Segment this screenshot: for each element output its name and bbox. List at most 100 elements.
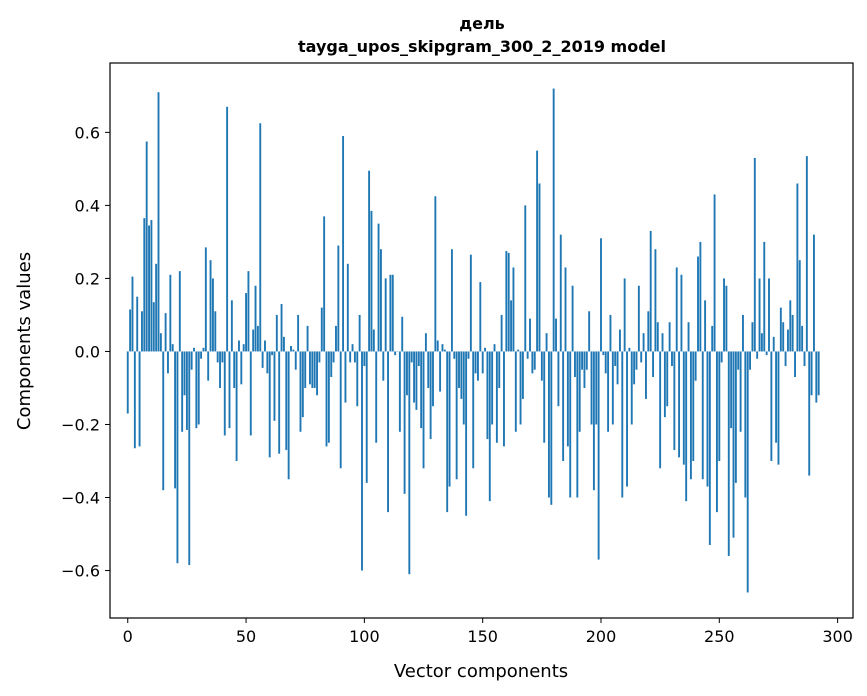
- bar: [282, 336, 285, 352]
- bar: [718, 351, 721, 461]
- bar: [240, 351, 243, 385]
- bar: [458, 351, 460, 388]
- bar: [486, 351, 489, 440]
- bar: [450, 249, 453, 352]
- bar: [318, 351, 321, 363]
- bar: [181, 351, 184, 432]
- bar: [294, 351, 297, 370]
- bar: [148, 225, 150, 352]
- bar: [583, 351, 586, 388]
- bar: [138, 351, 141, 447]
- bar: [290, 345, 292, 352]
- bar: [701, 351, 704, 480]
- bar: [592, 351, 595, 491]
- bar: [126, 351, 129, 414]
- bar: [185, 351, 188, 430]
- bar: [200, 351, 203, 359]
- bar: [443, 349, 446, 352]
- bar: [245, 293, 247, 352]
- bar: [370, 210, 373, 352]
- bar: [694, 351, 697, 381]
- bar: [647, 311, 650, 352]
- bar: [566, 351, 569, 447]
- bar: [481, 351, 484, 374]
- bar: [801, 325, 804, 352]
- bar: [805, 156, 808, 352]
- bar: [280, 303, 283, 352]
- bar: [538, 183, 541, 352]
- bar: [335, 325, 337, 352]
- bar: [415, 351, 418, 410]
- bar: [327, 351, 330, 443]
- bar: [521, 351, 524, 399]
- bar: [472, 351, 475, 469]
- bar: [784, 351, 787, 367]
- bar: [434, 196, 437, 352]
- bar: [207, 351, 210, 381]
- bar: [233, 351, 236, 388]
- bar: [578, 351, 581, 432]
- bar: [183, 351, 186, 396]
- bar: [813, 234, 815, 352]
- bar: [626, 351, 628, 487]
- bar: [484, 347, 486, 352]
- bar: [455, 351, 458, 480]
- bar: [791, 314, 794, 352]
- bar: [439, 351, 442, 392]
- bar: [597, 351, 600, 560]
- bar: [630, 351, 633, 425]
- bar: [309, 351, 311, 385]
- bar: [633, 351, 636, 385]
- bar: [685, 351, 688, 502]
- bar: [550, 351, 553, 505]
- bar: [732, 351, 735, 538]
- bar: [422, 351, 425, 469]
- bar: [623, 278, 626, 352]
- plot-frame: [109, 62, 854, 619]
- bar: [545, 333, 548, 352]
- bar: [365, 351, 368, 483]
- bar: [715, 351, 718, 513]
- bar: [763, 241, 766, 352]
- bar: [261, 351, 264, 368]
- bar: [420, 351, 423, 429]
- bar: [446, 351, 449, 513]
- bar: [356, 351, 359, 407]
- bar: [178, 271, 181, 352]
- bar: [782, 322, 785, 352]
- bar: [316, 351, 318, 396]
- bar: [271, 351, 274, 356]
- bar: [794, 351, 796, 378]
- bar: [330, 351, 333, 378]
- bar: [581, 351, 584, 370]
- bar: [621, 351, 624, 498]
- bar: [628, 347, 631, 352]
- bar: [668, 322, 671, 352]
- bar: [500, 314, 503, 352]
- bar: [214, 311, 217, 352]
- bar: [571, 285, 574, 352]
- bar: [171, 344, 174, 352]
- bar: [129, 309, 132, 352]
- bar: [136, 296, 139, 352]
- y-tick-label: 0.2: [75, 269, 100, 288]
- bar: [190, 351, 193, 370]
- bar: [671, 351, 673, 367]
- bar: [503, 351, 505, 447]
- bar: [803, 351, 806, 367]
- bar: [228, 351, 231, 429]
- bar: [448, 351, 451, 487]
- bar: [495, 351, 498, 443]
- bar: [278, 351, 281, 454]
- bar: [739, 351, 742, 432]
- y-tick-label: 0.6: [75, 123, 100, 142]
- bar: [195, 351, 198, 429]
- bar: [150, 220, 153, 352]
- bar: [760, 333, 763, 352]
- bar: [363, 351, 366, 367]
- bar: [569, 351, 572, 498]
- bar: [590, 351, 593, 425]
- bar: [453, 351, 456, 359]
- bar: [379, 249, 382, 352]
- bar: [642, 333, 645, 352]
